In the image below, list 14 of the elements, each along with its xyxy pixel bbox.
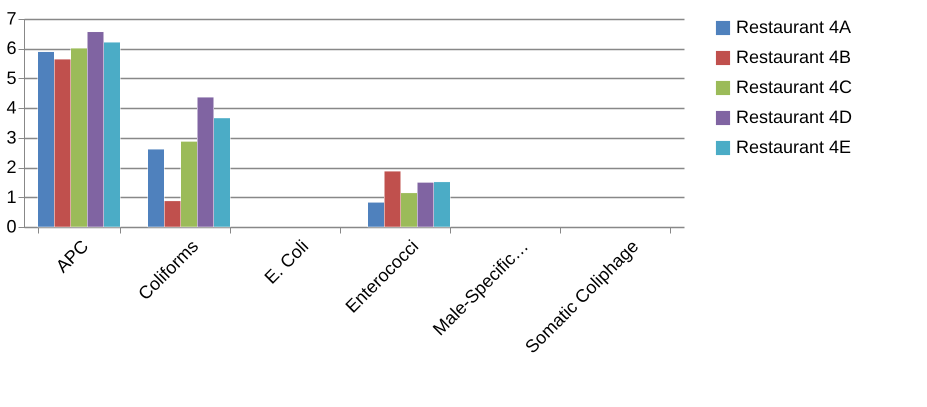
legend-label: Restaurant 4D <box>736 107 852 127</box>
y-tick-label: 7 <box>6 8 16 28</box>
y-tick-label: 2 <box>6 157 16 178</box>
y-tick-label: 1 <box>6 186 16 207</box>
y-tick-label: 4 <box>6 98 16 118</box>
y-tick-label: 0 <box>6 216 16 236</box>
legend-label: Restaurant 4A <box>736 17 852 37</box>
y-tick-label: 6 <box>6 38 16 58</box>
x-tick-label: E. Coli <box>260 236 312 288</box>
legend-label: Restaurant 4E <box>736 137 852 157</box>
legend-label: Restaurant 4B <box>736 47 852 67</box>
y-tick-label: 3 <box>6 127 16 148</box>
y-tick-label: 5 <box>6 68 16 88</box>
legend-label: Restaurant 4C <box>736 77 852 97</box>
